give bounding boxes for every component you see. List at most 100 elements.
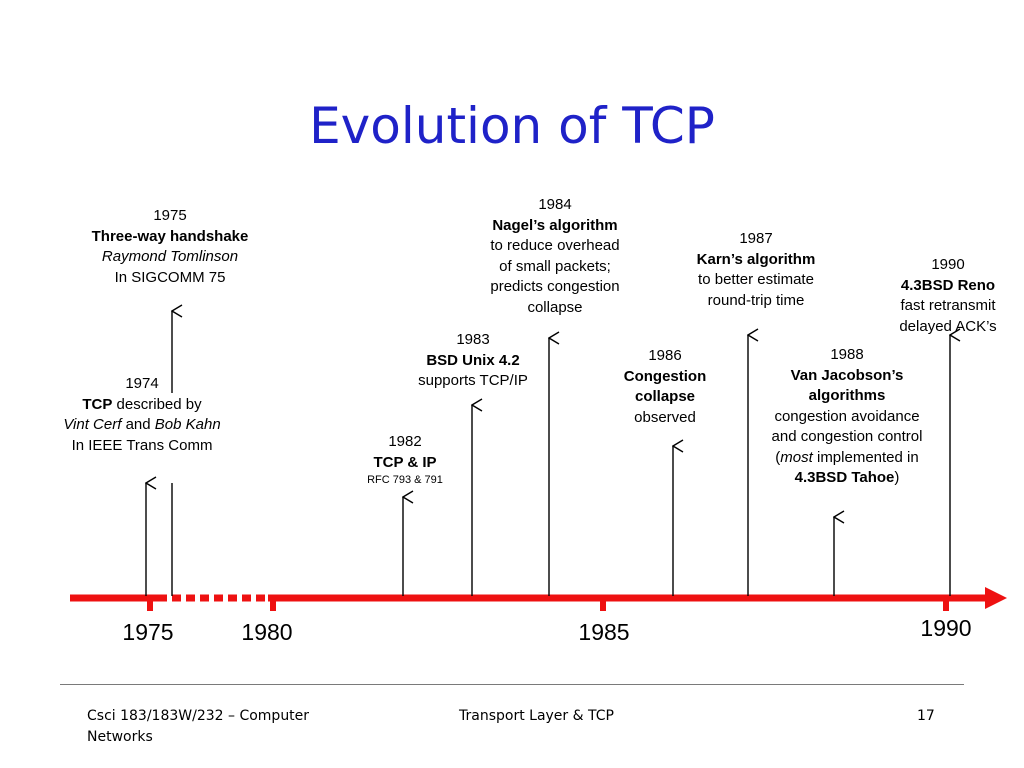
event-year: 1986 (595, 346, 735, 367)
event-line: and congestion control (752, 427, 942, 448)
event-line: to reduce overhead (465, 236, 645, 257)
event-1974: 1974 TCP described by Vint Cerf and Bob Ka… (32, 374, 252, 456)
event-line: 4.3BSD Tahoe) (752, 468, 942, 489)
event-line: 4.3BSD Reno (878, 276, 1018, 297)
event-text: 1986 (648, 347, 682, 364)
event-year: 1988 (752, 345, 942, 366)
footer-course-line1: Csci 183/183W/232 – Computer (87, 708, 310, 724)
event-line: In SIGCOMM 75 (60, 268, 280, 289)
event-line: round-trip time (666, 291, 846, 312)
event-line: Vint Cerf and Bob Kahn (32, 415, 252, 436)
event-text: In IEEE Trans Comm (71, 436, 213, 454)
event-text: 1984 (538, 196, 572, 213)
event-text: collapse (527, 298, 583, 316)
event-line: to better estimate (666, 270, 846, 291)
event-text: BSD Unix 4.2 (426, 351, 520, 369)
event-line: TCP & IP (325, 453, 485, 474)
event-line: collapse (595, 387, 735, 408)
event-text: 4.3BSD Reno (900, 276, 996, 294)
event-1984: 1984 Nagel’s algorithm to reduce overhead o… (465, 195, 645, 318)
event-text: TCP (82, 395, 113, 413)
event-text: Congestion (623, 367, 707, 385)
event-text: to better estimate (698, 271, 814, 288)
event-text: ( (775, 448, 781, 466)
event-text: RFC 793 & 791 (367, 474, 443, 486)
event-text: round-trip time (707, 291, 805, 309)
event-year: 1983 (393, 330, 553, 351)
axis-year-1990: 1990 (920, 615, 972, 641)
event-year: 1987 (666, 229, 846, 250)
event-line: Van Jacobson’s (752, 366, 942, 387)
event-line: fast retransmit (878, 296, 1018, 317)
event-year: 1982 (325, 432, 485, 453)
event-line: algorithms (752, 386, 942, 407)
event-text: described by (112, 395, 202, 413)
event-text: and (121, 416, 155, 433)
event-line: (most implemented in (752, 448, 942, 469)
event-text: TCP & IP (373, 453, 437, 471)
footer-divider (60, 684, 964, 685)
event-line: congestion avoidance (752, 407, 942, 428)
event-text: 4.3BSD Tahoe (794, 469, 895, 486)
event-line: Congestion (595, 367, 735, 388)
axis-year-1980: 1980 (241, 619, 293, 645)
event-year: 1984 (465, 195, 645, 216)
event-text: observed (634, 408, 696, 426)
event-text: algorithms (808, 387, 886, 404)
event-year: 1974 (32, 374, 252, 395)
event-text: most (780, 448, 813, 466)
event-text: 1983 (456, 331, 490, 348)
slide-title: Evolution of TCP (309, 97, 715, 155)
event-line: Karn’s algorithm (666, 250, 846, 271)
event-line: predicts congestion (465, 277, 645, 298)
event-text: ) (894, 469, 900, 486)
axis-year-1975: 1975 (122, 619, 174, 645)
event-line: observed (595, 408, 735, 429)
event-text: Three-way handshake (91, 227, 249, 245)
event-1988: 1988 Van Jacobson’s algorithms congestion a… (752, 345, 942, 489)
event-text: In SIGCOMM 75 (114, 268, 226, 286)
event-line: Raymond Tomlinson (60, 247, 280, 268)
event-text: Nagel’s algorithm (492, 216, 618, 234)
footer-course-line2: Networks (87, 729, 153, 745)
footer-topic: Transport Layer & TCP (459, 708, 614, 724)
event-line: RFC 793 & 791 (325, 473, 485, 488)
footer-page-number: 17 (917, 708, 935, 724)
event-year: 1990 (878, 255, 1018, 276)
event-text: Raymond Tomlinson (101, 248, 239, 265)
event-line: TCP described by (32, 395, 252, 416)
event-1987: 1987 Karn’s algorithm to better estimate ro… (666, 229, 846, 311)
event-text: of small packets; (499, 257, 611, 275)
event-line: Nagel’s algorithm (465, 216, 645, 237)
event-text: 1975 (153, 207, 187, 224)
event-text: Van Jacobson’s (790, 366, 904, 384)
event-1990: 1990 4.3BSD Reno fast retransmit delayed AC… (878, 255, 1018, 337)
axis-year-1985: 1985 (578, 619, 630, 645)
event-line: BSD Unix 4.2 (393, 351, 553, 372)
event-1983: 1983 BSD Unix 4.2 supports TCP/IP (393, 330, 553, 392)
event-line: of small packets; (465, 257, 645, 278)
event-line: delayed ACK’s (878, 317, 1018, 338)
event-text: Vint Cerf (63, 416, 122, 433)
event-text: Bob Kahn (154, 416, 221, 433)
event-1986: 1986 Congestion collapse observed (595, 346, 735, 428)
event-text: 1974 (125, 375, 159, 392)
event-year: 1975 (60, 206, 280, 227)
event-text: 1987 (739, 230, 773, 247)
event-text: to reduce overhead (490, 237, 620, 254)
event-text: collapse (634, 388, 696, 405)
event-1982: 1982 TCP & IP RFC 793 & 791 (325, 432, 485, 488)
event-text: 1988 (830, 346, 864, 363)
event-1975: 1975 Three-way handshake Raymond Tomlinson… (60, 206, 280, 288)
event-text: delayed ACK’s (899, 317, 997, 335)
event-text: supports TCP/IP (418, 372, 528, 389)
event-line: collapse (465, 298, 645, 319)
event-text: predicts congestion (490, 278, 620, 295)
timeline-arrowhead (985, 587, 1007, 609)
event-text: Karn’s algorithm (696, 250, 816, 268)
event-text: 1982 (388, 433, 422, 450)
footer-course: Csci 183/183W/232 – Computer Networks (87, 706, 387, 748)
event-text: and congestion control (771, 428, 923, 445)
